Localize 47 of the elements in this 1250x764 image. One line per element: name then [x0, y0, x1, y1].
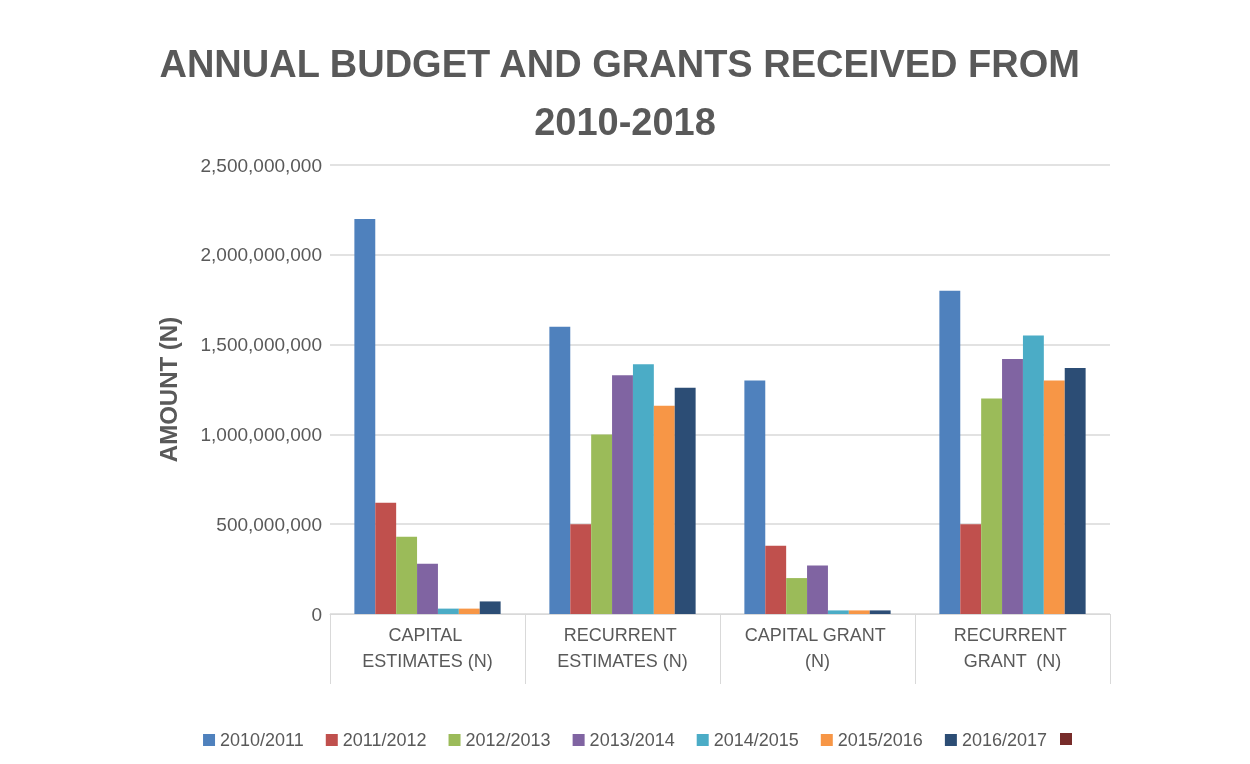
bar [354, 218, 376, 614]
bar [549, 326, 571, 614]
bar [786, 578, 808, 614]
bar [632, 364, 654, 614]
chart-title: ANNUAL BUDGET AND GRANTS RECEIVED FROM 2010-2018 [159, 43, 1091, 143]
bar [1022, 335, 1044, 614]
y-tick-label: 2,500,000,000 [200, 154, 322, 176]
y-axis-title: AMOUNT (N) [154, 316, 182, 463]
bar [375, 502, 397, 614]
bar [848, 610, 870, 614]
y-tick-label: 500,000,000 [216, 513, 322, 535]
bar [396, 536, 418, 614]
bar [417, 563, 438, 614]
y-tick-label: 0 [311, 603, 322, 625]
x-tick-label: RECURRENT ESTIMATES (N) [557, 625, 688, 671]
bar [612, 375, 633, 614]
legend-label: 2013/2014 [589, 730, 675, 750]
bar [591, 434, 613, 614]
y-tick-label: 2,000,000,000 [200, 244, 322, 266]
bar [458, 608, 480, 614]
bar [479, 601, 501, 614]
x-tick-label: CAPITAL ESTIMATES (N) [362, 625, 493, 671]
x-tick-label: RECURRENT GRANT (N) [953, 625, 1072, 671]
bar [653, 405, 675, 614]
legend-label: 2014/2015 [713, 730, 799, 750]
bar [939, 290, 961, 614]
bar [674, 387, 696, 614]
legend-label: 2016/2017 [961, 730, 1047, 750]
legend-label: 2011/2012 [342, 730, 427, 750]
bar [960, 524, 982, 614]
bar [869, 610, 891, 614]
x-tick-label: CAPITAL GRANT (N) [744, 625, 891, 671]
bar [437, 608, 459, 614]
bar [1064, 367, 1086, 614]
legend-label: 2012/2013 [465, 730, 551, 750]
y-tick-label: 1,500,000,000 [200, 334, 322, 356]
bar [765, 545, 787, 614]
bar [744, 380, 766, 614]
y-tick-label: 1,000,000,000 [200, 423, 322, 445]
bar [827, 610, 849, 614]
bar [1002, 358, 1023, 614]
bar [570, 524, 592, 614]
bar [1043, 380, 1065, 614]
legend-label: 2010/2011 [220, 730, 304, 750]
bar [807, 565, 828, 614]
legend-label: 2015/2016 [837, 730, 923, 750]
bar [981, 398, 1003, 614]
